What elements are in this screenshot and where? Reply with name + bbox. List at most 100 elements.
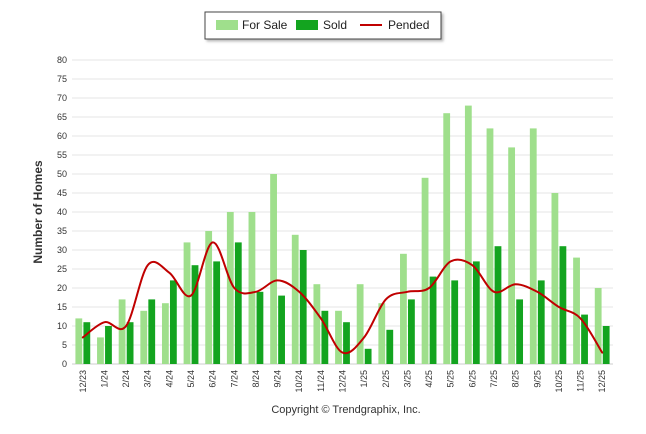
x-tick-label: 3/24 xyxy=(143,370,153,388)
x-tick-label: 10/24 xyxy=(294,370,304,393)
y-tick-label: 30 xyxy=(57,245,67,255)
bar-for-sale xyxy=(118,299,126,364)
y-tick-label: 25 xyxy=(57,264,67,274)
bar-sold xyxy=(126,322,134,364)
y-tick-label: 40 xyxy=(57,207,67,217)
bar-for-sale xyxy=(421,177,429,364)
bar-sold xyxy=(429,276,437,364)
bar-sold xyxy=(581,314,588,364)
bars xyxy=(75,105,610,364)
bar-for-sale xyxy=(594,288,602,364)
x-tick-label: 11/24 xyxy=(316,370,326,392)
bar-sold xyxy=(472,261,480,364)
bar-for-sale xyxy=(97,337,104,364)
bar-for-sale xyxy=(226,212,234,364)
bar-for-sale xyxy=(508,147,516,364)
bar-sold xyxy=(213,261,221,364)
y-tick-label: 55 xyxy=(57,150,67,160)
bar-sold xyxy=(234,242,242,364)
y-tick-label: 75 xyxy=(57,74,67,84)
bar-sold xyxy=(343,322,350,364)
y-tick-label: 65 xyxy=(57,112,67,122)
bar-for-sale xyxy=(443,113,451,364)
y-tick-label: 10 xyxy=(57,321,67,331)
x-tick-label: 5/25 xyxy=(446,370,456,388)
y-axis-label: Number of Homes xyxy=(31,160,45,264)
bar-sold xyxy=(191,265,199,364)
bar-sold xyxy=(451,280,459,364)
bar-for-sale xyxy=(205,231,213,364)
bar-for-sale xyxy=(183,242,191,364)
x-tick-label: 7/25 xyxy=(489,370,499,388)
bar-for-sale xyxy=(75,318,83,364)
x-tick-label: 4/24 xyxy=(164,370,174,388)
bar-sold xyxy=(602,326,610,364)
y-tick-label: 80 xyxy=(57,55,67,65)
x-tick-label: 4/25 xyxy=(424,370,434,388)
legend-item-for-sale[interactable]: For Sale xyxy=(216,18,288,32)
y-tick-label: 35 xyxy=(57,226,67,236)
bar-for-sale xyxy=(291,234,299,364)
y-tick-label: 60 xyxy=(57,131,67,141)
x-tick-label: 9/25 xyxy=(532,370,542,388)
bar-for-sale xyxy=(313,284,321,364)
bar-for-sale xyxy=(551,193,559,364)
x-tick-label: 9/24 xyxy=(273,370,283,388)
x-tick-label: 1/25 xyxy=(359,370,369,388)
bar-for-sale xyxy=(140,310,148,364)
x-tick-label: 6/24 xyxy=(208,370,218,388)
bar-sold xyxy=(364,348,372,364)
bar-for-sale xyxy=(356,284,364,364)
x-tick-label: 8/25 xyxy=(511,370,521,388)
x-tick-label: 5/24 xyxy=(186,370,196,388)
legend-label-pended: Pended xyxy=(388,18,429,32)
x-tick-label: 2/24 xyxy=(121,370,131,388)
bar-sold xyxy=(299,250,307,364)
legend: For Sale Sold Pended xyxy=(204,11,442,40)
bar-sold xyxy=(408,299,415,364)
x-tick-label: 2/25 xyxy=(381,370,391,388)
bar-sold xyxy=(559,246,567,364)
x-tick-label: 10/25 xyxy=(554,370,564,393)
pended-series xyxy=(81,241,604,355)
x-tick-label: 7/24 xyxy=(229,370,239,388)
y-tick-labels: 0 5 10 15 20 25 30 35 40 45 50 55 60 65 70 75 80 xyxy=(57,55,67,369)
y-tick-label: 50 xyxy=(57,169,67,179)
x-tick-label: 6/25 xyxy=(467,370,477,388)
y-tick-label: 20 xyxy=(57,283,67,293)
bar-sold xyxy=(105,326,112,364)
bar-for-sale xyxy=(335,310,342,364)
y-tick-label: 45 xyxy=(57,188,67,198)
legend-item-pended[interactable]: Pended xyxy=(360,18,429,32)
bar-sold xyxy=(321,310,329,364)
legend-label-for-sale: For Sale xyxy=(242,18,288,32)
x-tick-label: 1/24 xyxy=(100,370,110,388)
bar-for-sale xyxy=(378,303,386,364)
bar-sold xyxy=(494,246,502,364)
bar-sold xyxy=(386,329,394,364)
bar-sold xyxy=(83,322,91,364)
x-tick-label: 3/25 xyxy=(402,370,412,388)
x-tick-labels: 12/23 1/24 2/24 3/24 4/24 5/24 6/24 7/24 8/24 9/2… xyxy=(78,370,607,393)
y-tick-label: 5 xyxy=(62,340,67,350)
legend-box xyxy=(204,11,442,40)
y-tick-label: 15 xyxy=(57,302,67,312)
x-tick-label: 8/24 xyxy=(251,370,261,388)
bar-for-sale xyxy=(529,128,537,364)
bar-for-sale xyxy=(486,128,494,364)
bar-sold xyxy=(148,299,156,364)
y-tick-label: 0 xyxy=(62,359,67,369)
legend-swatch-sold xyxy=(296,20,318,30)
copyright-credit: Copyright © Trendgraphix, Inc. xyxy=(271,404,420,416)
bar-for-sale xyxy=(248,212,256,364)
bar-sold xyxy=(278,295,285,364)
legend-item-sold[interactable]: Sold xyxy=(296,18,347,32)
x-tick-label: 12/25 xyxy=(597,370,607,393)
x-tick-label: 12/23 xyxy=(78,370,88,393)
legend-label-sold: Sold xyxy=(323,18,347,32)
bar-for-sale xyxy=(573,257,580,364)
bar-sold xyxy=(169,280,177,364)
legend-swatch-for-sale xyxy=(216,20,238,30)
x-tick-label: 11/25 xyxy=(576,370,586,392)
